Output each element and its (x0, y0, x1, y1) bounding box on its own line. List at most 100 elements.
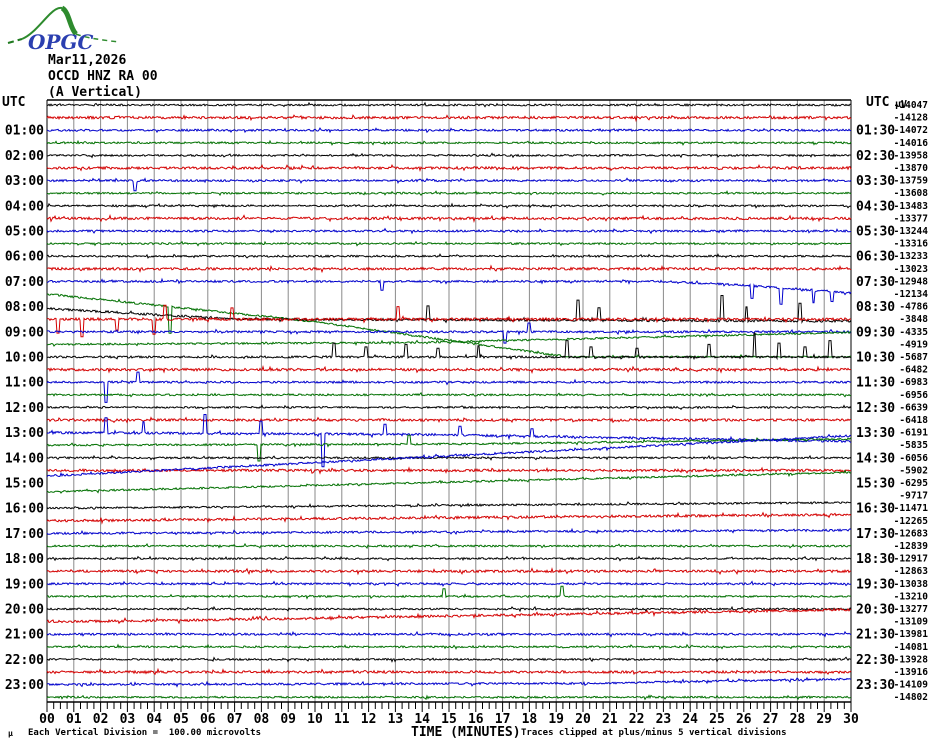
svg-text:-13210: -13210 (894, 591, 929, 602)
svg-text:10: 10 (307, 712, 323, 727)
svg-text:-13759: -13759 (894, 176, 929, 187)
svg-text:-12683: -12683 (894, 528, 929, 539)
svg-text:-13038: -13038 (894, 579, 929, 590)
clip-note: Traces clipped at plus/minus 5 vertical … (521, 728, 787, 738)
component-label: (A Vertical) (48, 85, 142, 100)
station-label: OCCD HNZ RA 00 (48, 69, 158, 84)
svg-text:03:30: 03:30 (856, 174, 895, 189)
svg-text:-6956: -6956 (899, 390, 928, 401)
svg-text:-13023: -13023 (894, 264, 929, 275)
svg-text:21: 21 (602, 712, 618, 727)
logo-slope-line (21, 6, 63, 40)
svg-text:11:30: 11:30 (856, 376, 895, 391)
svg-text:14: 14 (414, 712, 430, 727)
right-axis-title: UTC (866, 95, 890, 110)
svg-text:-6295: -6295 (899, 478, 928, 489)
svg-text:-4786: -4786 (899, 302, 928, 313)
svg-text:20:30: 20:30 (856, 603, 895, 618)
svg-text:02:00: 02:00 (5, 149, 44, 164)
svg-text:16: 16 (468, 712, 484, 727)
svg-text:-13244: -13244 (894, 226, 929, 237)
svg-text:-14128: -14128 (894, 113, 929, 124)
svg-text:21:30: 21:30 (856, 628, 895, 643)
date-label: Mar11,2026 (48, 53, 127, 68)
svg-text:04:30: 04:30 (856, 199, 895, 214)
svg-text:-6418: -6418 (899, 415, 928, 426)
svg-text:25: 25 (709, 712, 725, 727)
svg-text:14:00: 14:00 (5, 451, 44, 466)
svg-text:03: 03 (120, 712, 136, 727)
svg-text:09:30: 09:30 (856, 325, 895, 340)
svg-text:22:00: 22:00 (5, 653, 44, 668)
svg-text:01:00: 01:00 (5, 124, 44, 139)
svg-text:16:00: 16:00 (5, 502, 44, 517)
svg-text:06:30: 06:30 (856, 250, 895, 265)
svg-text:-4335: -4335 (899, 327, 928, 338)
svg-text:19:00: 19:00 (5, 577, 44, 592)
svg-text:15:30: 15:30 (856, 477, 895, 492)
svg-text:-12863: -12863 (894, 566, 929, 577)
svg-text:02:30: 02:30 (856, 149, 895, 164)
svg-text:08: 08 (254, 712, 270, 727)
svg-text:05: 05 (173, 712, 189, 727)
svg-text:-5902: -5902 (899, 465, 928, 476)
svg-text:24: 24 (682, 712, 698, 727)
svg-text:-14802: -14802 (894, 692, 928, 703)
svg-text:03:00: 03:00 (5, 174, 44, 189)
svg-text:-5687: -5687 (899, 352, 928, 363)
svg-text:-6191: -6191 (899, 428, 928, 439)
svg-text:-13958: -13958 (894, 150, 929, 161)
x-axis-title: TIME (MINUTES) (411, 725, 521, 740)
svg-text:08:00: 08:00 (5, 300, 44, 315)
svg-text:-14047: -14047 (894, 100, 928, 111)
svg-text:18:30: 18:30 (856, 552, 895, 567)
svg-text:-12134: -12134 (894, 289, 929, 300)
svg-text:-3848: -3848 (899, 314, 928, 325)
svg-text:10:30: 10:30 (856, 351, 895, 366)
svg-text:00: 00 (39, 712, 55, 727)
svg-text:06: 06 (200, 712, 216, 727)
logo-text: OPGC (28, 30, 94, 54)
svg-text:23:30: 23:30 (856, 678, 895, 693)
svg-text:-14109: -14109 (894, 680, 929, 691)
svg-text:13: 13 (388, 712, 404, 727)
svg-text:-12839: -12839 (894, 541, 929, 552)
svg-text:20:00: 20:00 (5, 603, 44, 618)
svg-text:27: 27 (763, 712, 779, 727)
svg-text:07:00: 07:00 (5, 275, 44, 290)
svg-text:30: 30 (843, 712, 859, 727)
svg-text:20: 20 (575, 712, 591, 727)
svg-text:05:30: 05:30 (856, 225, 895, 240)
svg-text:10:00: 10:00 (5, 351, 44, 366)
svg-text:05:00: 05:00 (5, 225, 44, 240)
svg-text:13:00: 13:00 (5, 426, 44, 441)
svg-text:15: 15 (441, 712, 457, 727)
logo-baseline-dash-right (75, 33, 120, 43)
svg-text:-13981: -13981 (894, 629, 929, 640)
svg-text:-9717: -9717 (899, 491, 928, 502)
svg-text:07: 07 (227, 712, 243, 727)
left-axis-title: UTC (2, 95, 26, 110)
svg-text:-13316: -13316 (894, 239, 929, 250)
svg-text:-12948: -12948 (894, 276, 929, 287)
svg-text:23: 23 (656, 712, 672, 727)
svg-text:-13916: -13916 (894, 667, 929, 678)
mu-glyph: µ (8, 729, 13, 738)
svg-text:-13608: -13608 (894, 188, 929, 199)
svg-text:-13483: -13483 (894, 201, 929, 212)
svg-text:07:30: 07:30 (856, 275, 895, 290)
svg-text:-6482: -6482 (899, 365, 928, 376)
svg-text:16:30: 16:30 (856, 502, 895, 517)
svg-text:11: 11 (334, 712, 350, 727)
svg-text:19:30: 19:30 (856, 577, 895, 592)
svg-text:17: 17 (495, 712, 511, 727)
logo-peak-stroke (60, 5, 78, 36)
svg-text:15:00: 15:00 (5, 477, 44, 492)
svg-text:-12917: -12917 (894, 554, 928, 565)
logo-baseline-dash-left (7, 38, 23, 44)
svg-text:26: 26 (736, 712, 752, 727)
svg-text:-6639: -6639 (899, 402, 928, 413)
svg-text:-13233: -13233 (894, 251, 929, 262)
microvolt-unit-label: µV (895, 99, 908, 110)
svg-text:18:00: 18:00 (5, 552, 44, 567)
